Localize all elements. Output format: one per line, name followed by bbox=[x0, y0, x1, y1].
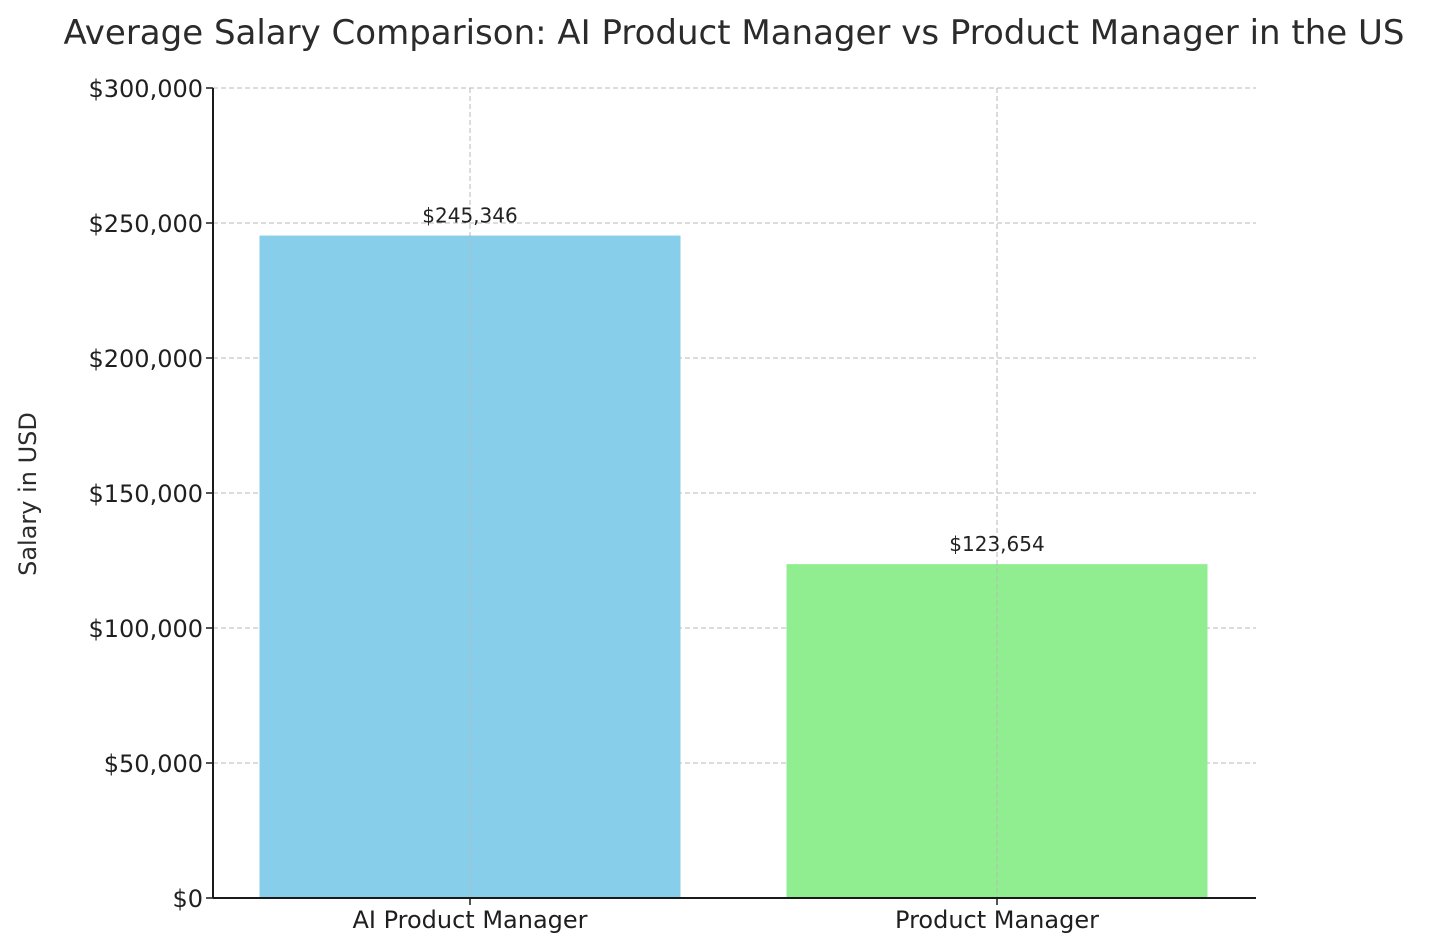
bar-value-label: $123,654 bbox=[949, 532, 1044, 556]
y-tick-label: $50,000 bbox=[104, 750, 203, 778]
y-tick-label: $0 bbox=[172, 885, 203, 913]
y-tick-label: $300,000 bbox=[88, 75, 203, 103]
x-tick-label: Product Manager bbox=[895, 906, 1099, 934]
y-tick-label: $100,000 bbox=[88, 615, 203, 643]
axes bbox=[206, 87, 1256, 905]
bars bbox=[259, 235, 1208, 898]
y-tick-label: $250,000 bbox=[88, 210, 203, 238]
chart-title: Average Salary Comparison: AI Product Ma… bbox=[64, 13, 1405, 53]
x-tick-label: AI Product Manager bbox=[352, 906, 587, 934]
y-tick-label: $200,000 bbox=[88, 345, 203, 373]
grid-lines bbox=[213, 87, 1256, 764]
labels: $0 $50,000 $100,000 $150,000 $200,000 $250,00… bbox=[88, 75, 1099, 934]
bar-value-label: $245,346 bbox=[422, 204, 517, 228]
y-axis-label: Salary in USD bbox=[14, 412, 42, 576]
bar bbox=[259, 235, 681, 898]
y-tick-label: $150,000 bbox=[88, 480, 203, 508]
